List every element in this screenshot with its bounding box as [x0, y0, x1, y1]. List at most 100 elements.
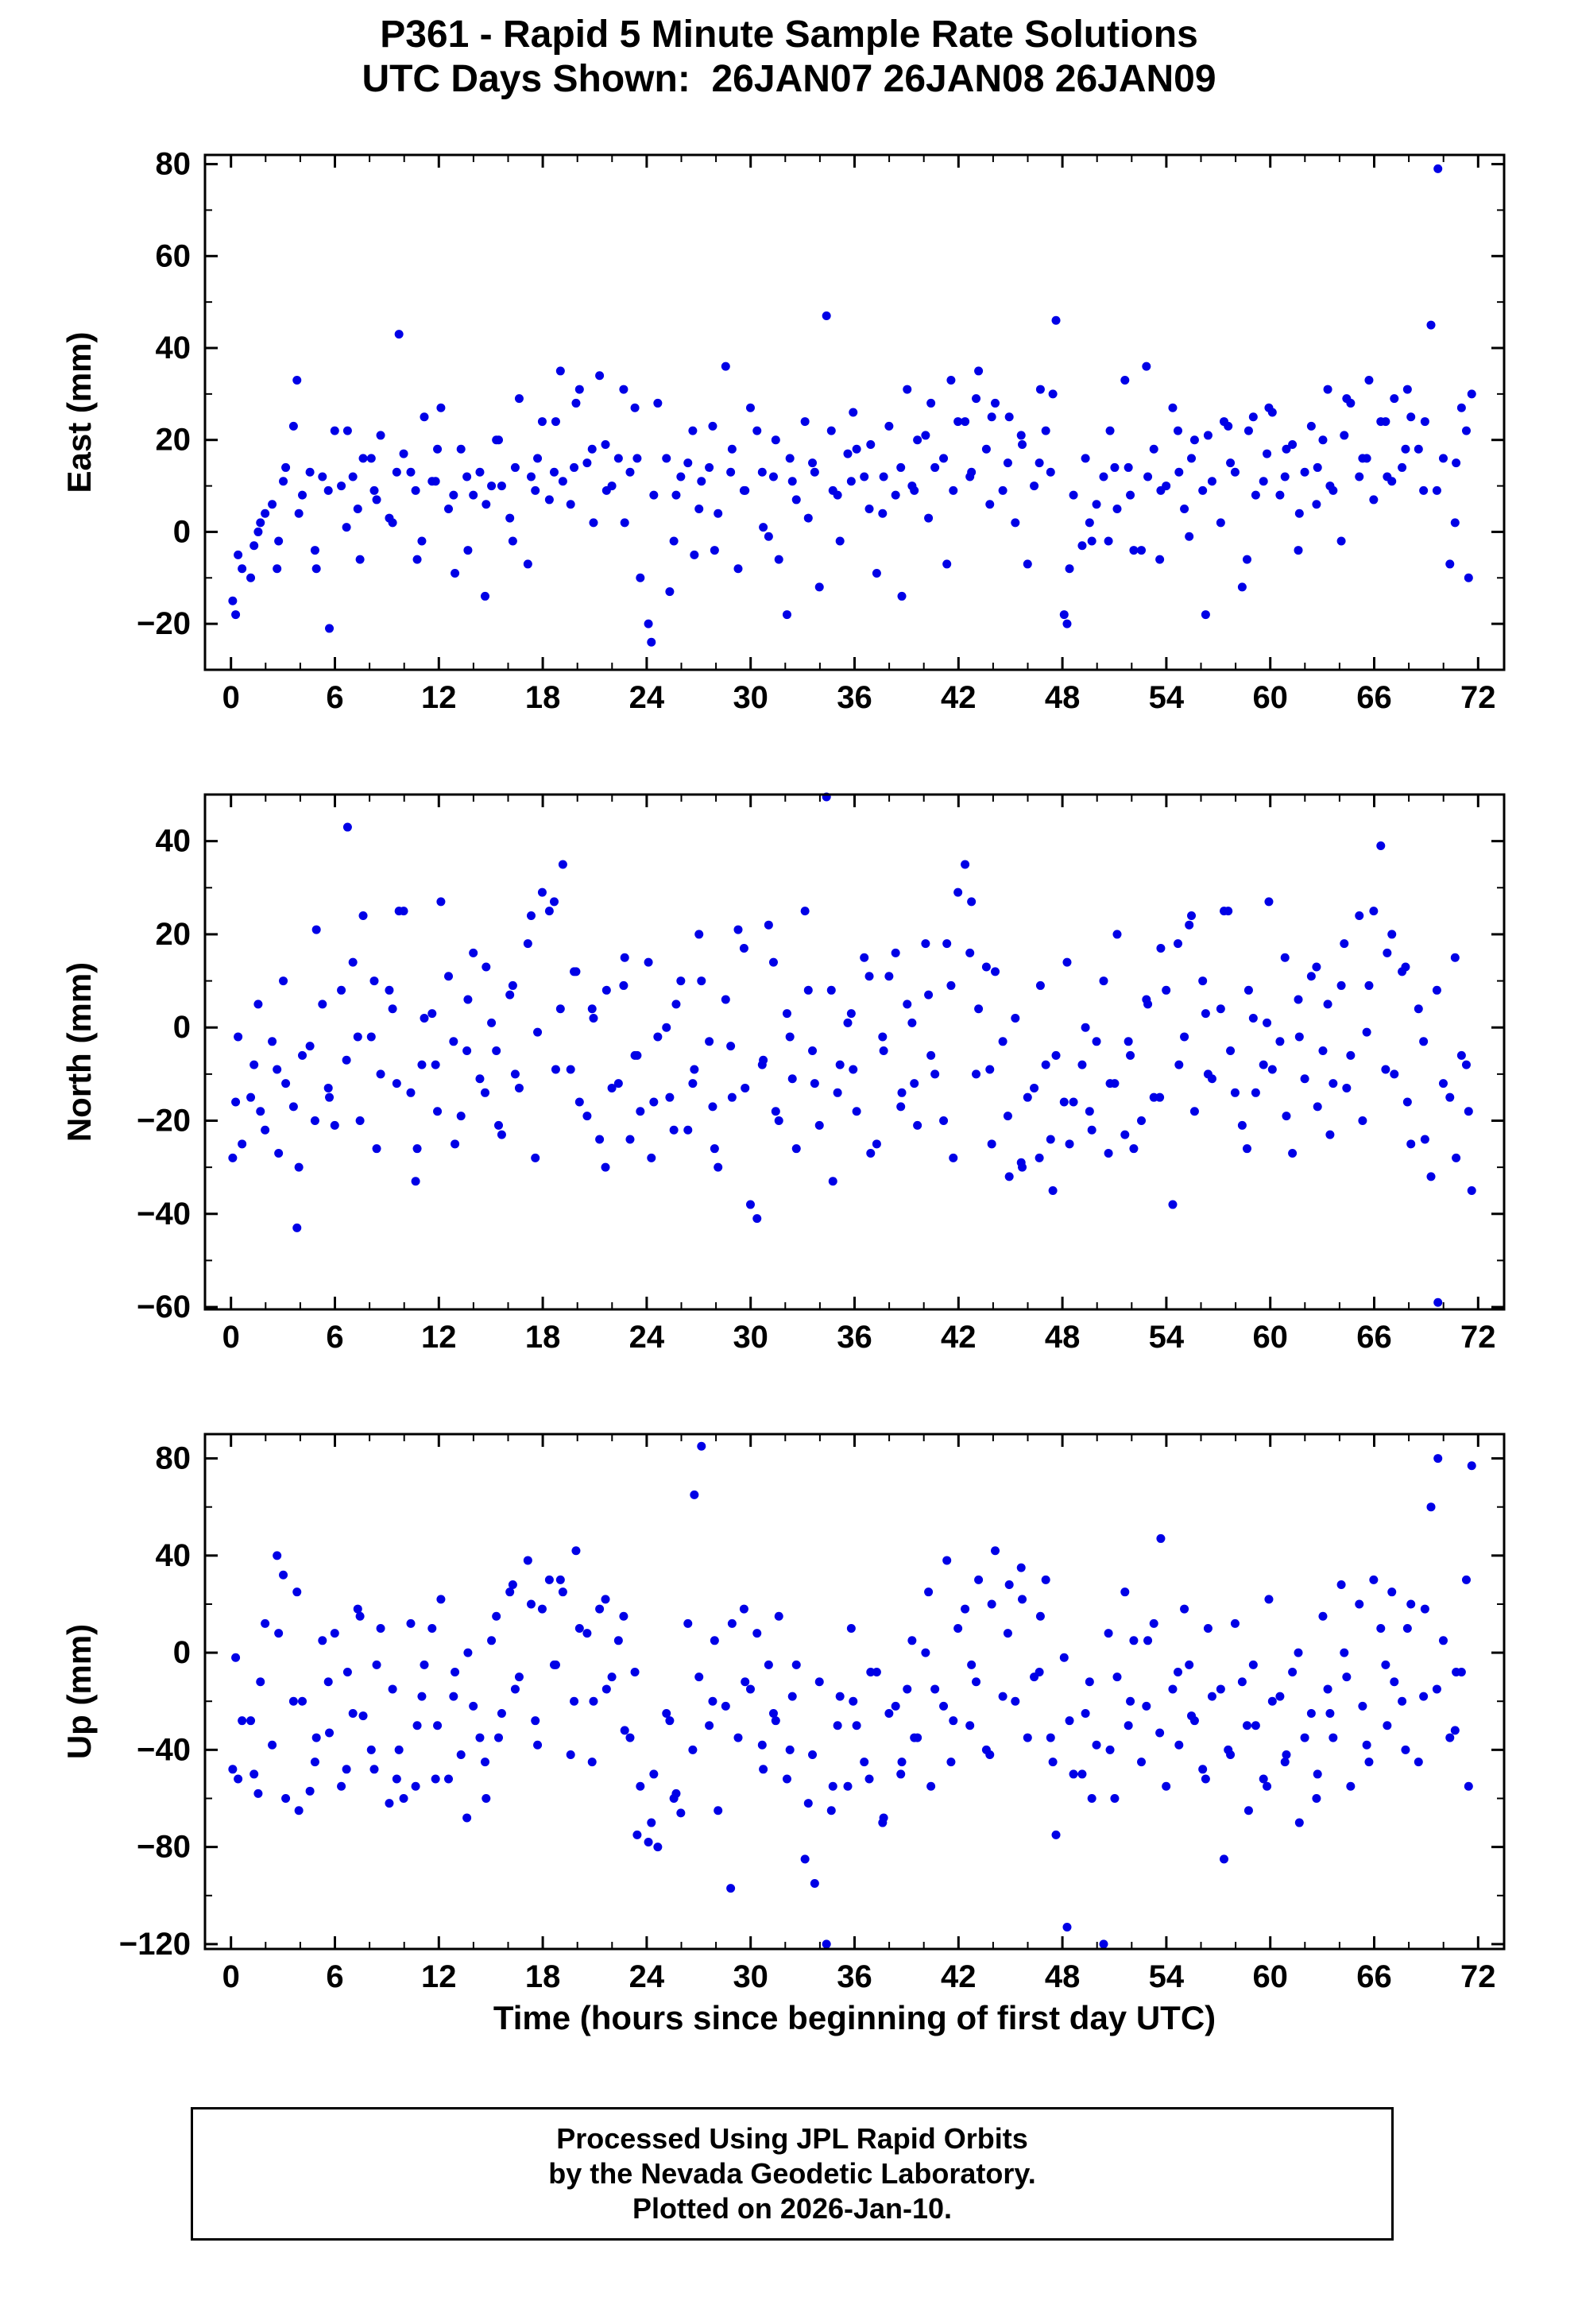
data-point — [1243, 426, 1253, 435]
data-point — [864, 505, 874, 513]
data-point — [1120, 1130, 1130, 1139]
data-point — [694, 1672, 704, 1682]
x-tick-label: 12 — [421, 1959, 457, 1994]
data-point — [636, 573, 645, 582]
data-point — [1420, 417, 1429, 427]
x-tick-label: 6 — [326, 1959, 343, 1994]
data-point — [653, 1032, 663, 1042]
data-point — [1306, 421, 1316, 431]
data-point — [1383, 948, 1392, 957]
data-point — [1003, 1629, 1012, 1638]
data-point — [1016, 431, 1026, 440]
data-point — [1085, 1107, 1094, 1116]
data-point — [469, 948, 478, 957]
data-point — [843, 1781, 853, 1791]
data-point — [879, 1046, 888, 1056]
data-point — [369, 485, 379, 495]
data-point — [544, 495, 554, 505]
data-point — [1059, 610, 1069, 620]
data-point — [406, 467, 416, 477]
data-point — [601, 1595, 610, 1604]
data-point — [1035, 385, 1045, 394]
data-point — [1041, 426, 1050, 435]
data-point — [1069, 1097, 1078, 1107]
data-point — [665, 1716, 675, 1726]
data-point — [355, 1611, 365, 1621]
data-point — [1092, 1740, 1101, 1750]
data-point — [998, 1037, 1008, 1046]
data-point — [469, 490, 478, 500]
x-tick-label: 36 — [837, 680, 872, 715]
data-point — [551, 417, 560, 427]
data-point — [234, 1774, 243, 1784]
y-tick-label: 40 — [156, 331, 191, 365]
x-tick-label: 48 — [1045, 1959, 1081, 1994]
data-point — [1406, 1599, 1416, 1609]
x-tick-label: 42 — [941, 1320, 977, 1355]
x-tick-label: 72 — [1460, 1959, 1496, 1994]
data-point — [619, 1611, 628, 1621]
data-point — [1401, 1745, 1410, 1754]
data-point — [926, 1781, 936, 1791]
data-point — [785, 454, 795, 463]
data-point — [860, 953, 869, 962]
data-point — [475, 1733, 485, 1742]
data-point — [1433, 164, 1443, 173]
data-point — [1369, 907, 1379, 916]
data-point — [1155, 555, 1165, 564]
data-point — [1336, 1580, 1346, 1590]
data-point — [974, 1004, 984, 1014]
data-point — [942, 559, 952, 569]
data-point — [1180, 1604, 1189, 1614]
data-point — [436, 897, 446, 907]
data-point — [574, 385, 584, 394]
x-tick-label: 48 — [1045, 680, 1081, 715]
data-point — [292, 376, 302, 385]
data-point — [745, 1684, 755, 1694]
data-point — [273, 1065, 282, 1074]
data-point — [305, 467, 315, 477]
y-tick-label: 60 — [156, 238, 191, 273]
data-point — [1137, 546, 1147, 555]
data-point — [523, 939, 532, 949]
data-point — [835, 1060, 845, 1069]
data-point — [721, 995, 730, 1004]
data-point — [330, 426, 339, 435]
data-point — [355, 1116, 365, 1125]
data-point — [705, 462, 714, 472]
data-point — [1398, 967, 1407, 976]
data-point — [1126, 1050, 1135, 1060]
data-point — [828, 1781, 837, 1791]
data-point — [571, 1546, 581, 1556]
data-point — [849, 408, 858, 417]
data-point — [710, 546, 719, 555]
x-tick-label: 0 — [222, 1320, 240, 1355]
data-point — [1464, 1107, 1473, 1116]
data-point — [544, 907, 554, 916]
data-point — [710, 1144, 719, 1154]
data-point — [1046, 1135, 1055, 1144]
data-point — [228, 1153, 238, 1162]
data-point — [726, 1884, 736, 1893]
data-point — [774, 555, 783, 564]
data-point — [953, 1624, 963, 1634]
data-point — [1456, 1050, 1466, 1060]
data-point — [965, 472, 975, 481]
data-point — [523, 559, 532, 569]
y-tick-label: 80 — [156, 1441, 191, 1476]
data-point — [533, 1740, 543, 1750]
data-point — [558, 1587, 567, 1597]
data-point — [759, 523, 768, 532]
data-point — [1112, 505, 1122, 513]
data-point — [764, 532, 773, 541]
data-point — [833, 1721, 842, 1730]
data-point — [791, 1144, 801, 1154]
data-point — [878, 508, 888, 518]
data-point — [1035, 458, 1044, 468]
data-point — [420, 1660, 429, 1669]
data-point — [757, 467, 767, 477]
data-point — [913, 1120, 922, 1130]
data-point — [1248, 1013, 1258, 1023]
data-point — [1398, 462, 1407, 472]
